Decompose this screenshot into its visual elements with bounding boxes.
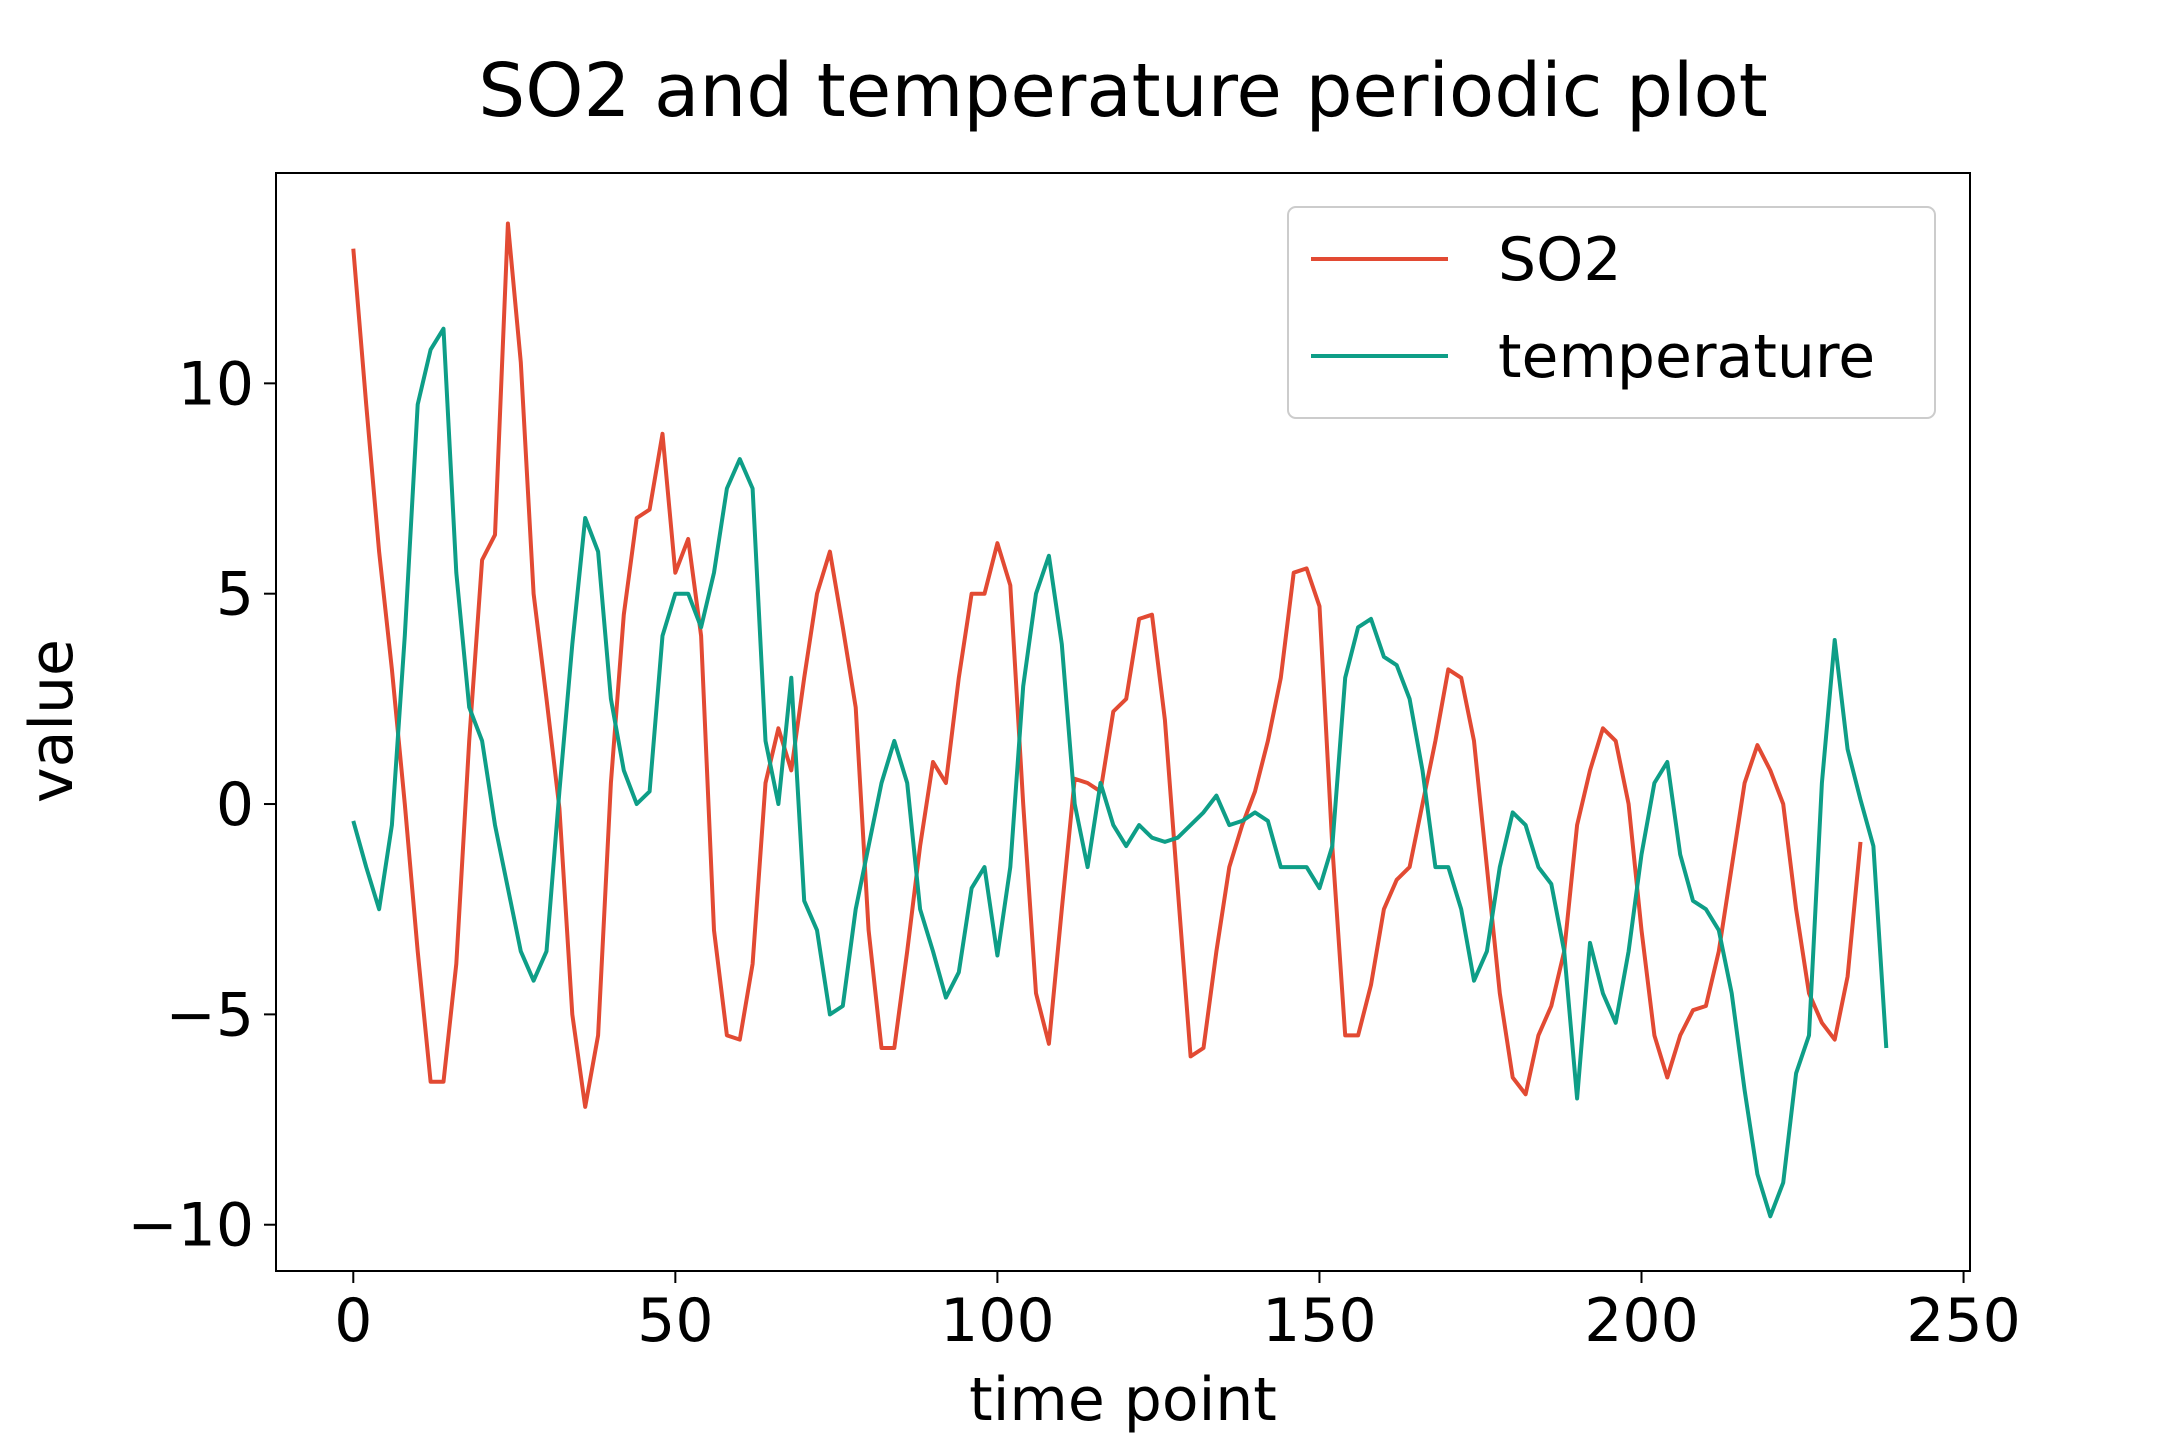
y-tick-label: −10 xyxy=(127,1191,254,1261)
x-tick-label: 50 xyxy=(637,1286,713,1356)
series-line xyxy=(351,326,1889,1219)
y-axis-label: value xyxy=(17,639,87,803)
x-tick-label: 250 xyxy=(1906,1286,2021,1356)
legend-label: SO2 xyxy=(1498,225,1622,295)
y-tick-label: 5 xyxy=(216,560,254,630)
x-tick-label: 0 xyxy=(334,1286,372,1356)
x-tick-label: 100 xyxy=(940,1286,1055,1356)
x-tick-label: 150 xyxy=(1262,1286,1377,1356)
x-axis-label: time point xyxy=(969,1365,1277,1435)
series-line xyxy=(351,221,1863,1109)
x-tick-label: 200 xyxy=(1584,1286,1699,1356)
legend-box xyxy=(1287,206,1936,419)
y-tick-label: −5 xyxy=(166,980,254,1050)
y-tick-label: 10 xyxy=(178,349,254,419)
chart-title: SO2 and temperature periodic plot xyxy=(478,48,1768,134)
legend-label: temperature xyxy=(1498,322,1875,392)
y-tick-label: 0 xyxy=(216,770,254,840)
plot-frame xyxy=(275,172,1971,1272)
